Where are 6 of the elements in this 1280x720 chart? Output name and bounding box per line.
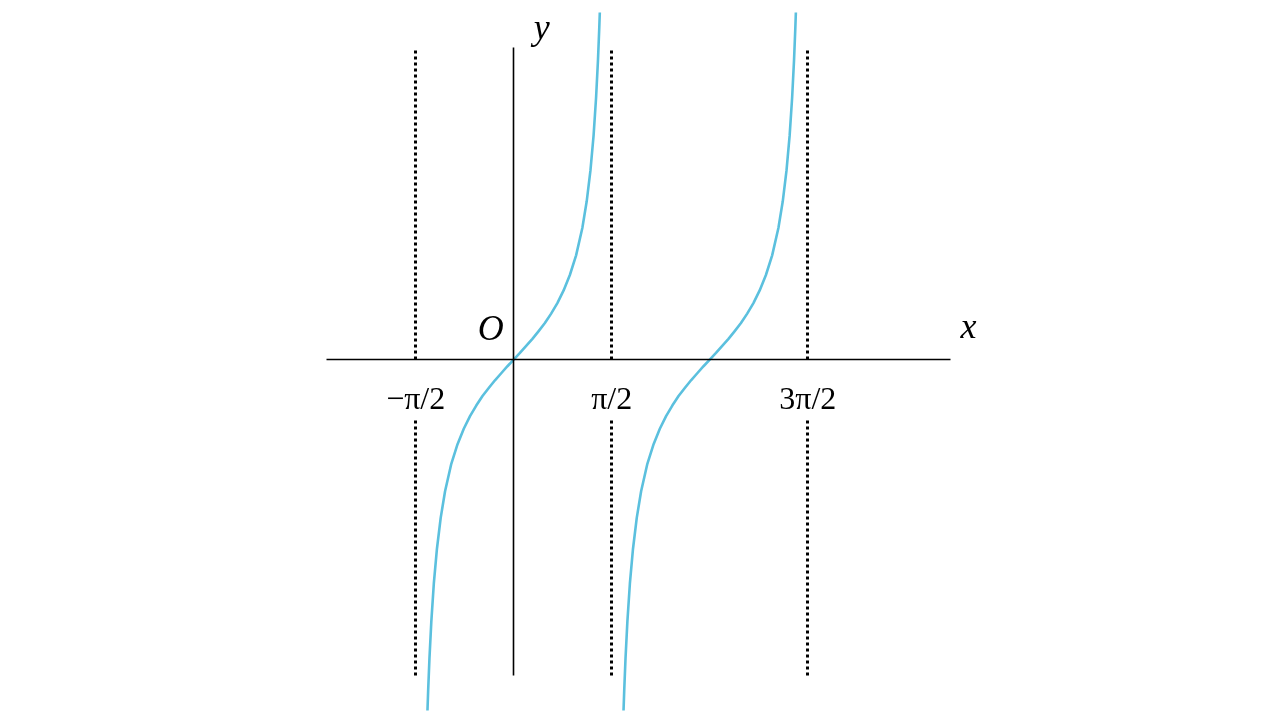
x-tick-label: 3π/2 [779, 379, 837, 416]
annotation: O [477, 307, 504, 348]
x-tick-label: π/2 [591, 379, 633, 416]
y-axis-title: y [530, 7, 550, 48]
x-axis-title: x [959, 305, 977, 346]
x-tick-label: −π/2 [386, 379, 446, 416]
